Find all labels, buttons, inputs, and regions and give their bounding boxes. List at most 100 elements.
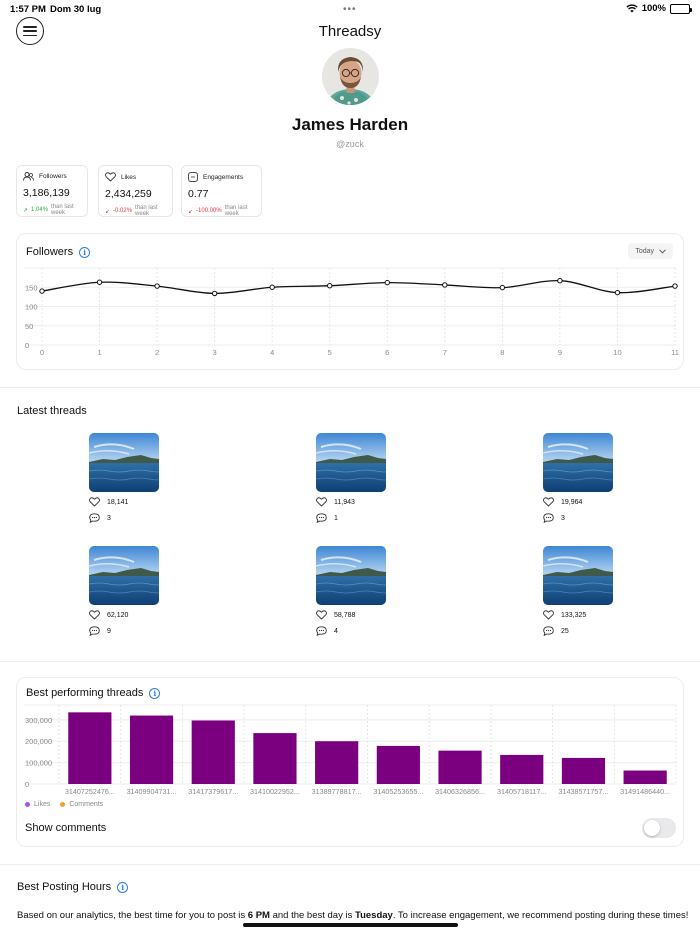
thread-likes: 18,141 <box>89 496 179 508</box>
heart-icon[interactable] <box>89 497 100 507</box>
panel-title-text: Followers <box>26 246 74 258</box>
comment-icon[interactable] <box>543 626 554 636</box>
arrow-down-left-icon: ↙ <box>188 208 194 215</box>
comment-icon[interactable] <box>316 513 327 523</box>
info-icon[interactable]: i <box>149 687 161 699</box>
followers-panel: Followers i Today <box>16 233 684 370</box>
battery-percent: 100% <box>641 3 666 14</box>
legend-likes[interactable]: Likes <box>25 801 50 808</box>
thread-comments: 25 <box>543 625 633 637</box>
x-tick-label: 10 <box>613 348 621 357</box>
text-segment: Based on our analytics, the best time fo… <box>17 910 248 921</box>
followers-data-point <box>442 282 448 288</box>
chat-bubble-icon <box>188 172 198 182</box>
thread-likes-count: 18,141 <box>107 498 129 506</box>
thread-comments-count: 4 <box>334 627 338 635</box>
thread-thumbnail[interactable] <box>543 546 613 605</box>
legend-comments[interactable]: Comments <box>60 801 103 808</box>
y-tick-label: 300,000 <box>25 716 52 725</box>
heart-icon[interactable] <box>316 610 327 620</box>
legend-label: Likes <box>34 801 51 808</box>
stat-value: 3,186,139 <box>23 187 70 199</box>
stat-card-likes: Likes 2,434,259 ↙ -0.02% than last week <box>98 165 173 217</box>
followers-data-point <box>211 290 218 297</box>
bar-likes <box>623 770 667 784</box>
x-tick-label: 3 <box>213 348 217 357</box>
x-tick-label: 7 <box>443 348 447 357</box>
show-comments-toggle[interactable] <box>642 818 676 838</box>
thread-card[interactable]: 133,325 25 <box>543 546 633 637</box>
bar-likes <box>191 720 235 784</box>
arrow-up-right-icon: ↗ <box>23 207 29 214</box>
followers-line-chart: 0 50 100 150 0 1 2 3 4 5 6 7 8 9 10 11 <box>24 267 679 357</box>
bar-likes <box>500 754 544 784</box>
x-tick-label: 31405253655... <box>373 787 423 796</box>
bar-likes <box>438 750 482 784</box>
home-indicator[interactable] <box>243 923 458 927</box>
x-tick-label: 31405718117... <box>497 787 546 796</box>
panel-title-text: Best performing threads <box>26 687 144 699</box>
thread-comments-count: 25 <box>561 627 569 635</box>
followers-data-point <box>384 279 390 286</box>
heart-icon[interactable] <box>543 497 554 507</box>
heart-icon[interactable] <box>316 497 327 507</box>
info-icon[interactable]: i <box>117 881 129 893</box>
x-tick-label: 31409904731... <box>127 787 177 796</box>
heart-icon <box>105 172 116 182</box>
text-segment: . To increase engagement, we recommend p… <box>392 910 689 921</box>
y-tick-label: 200,000 <box>25 737 52 746</box>
thread-likes-count: 11,943 <box>334 498 355 506</box>
x-tick-label: 31406326856... <box>435 787 485 796</box>
thread-likes: 133,325 <box>543 609 633 621</box>
thread-likes: 62,120 <box>89 609 179 621</box>
thread-comments: 9 <box>89 625 179 637</box>
info-icon[interactable]: i <box>79 246 91 258</box>
x-tick-label: 2 <box>155 348 159 357</box>
text-segment: and the best day is <box>269 910 355 921</box>
thread-comments-count: 9 <box>107 627 111 635</box>
x-tick-label: 31417379617... <box>188 787 238 796</box>
thread-card[interactable]: 19,964 3 <box>543 433 633 524</box>
followers-panel-title: Followers i <box>26 246 91 258</box>
bar-likes <box>68 712 112 784</box>
heart-icon[interactable] <box>89 610 100 620</box>
y-tick-label: 100 <box>25 303 38 312</box>
comment-icon[interactable] <box>316 626 327 636</box>
stat-value: 2,434,259 <box>105 188 152 200</box>
x-tick-label: 6 <box>385 348 389 357</box>
thread-likes-count: 19,964 <box>561 498 583 506</box>
app-title: Threadsy <box>318 23 382 40</box>
thread-thumbnail[interactable] <box>316 546 386 605</box>
thread-card[interactable]: 11,943 1 <box>316 433 406 524</box>
thread-card[interactable]: 18,141 3 <box>89 433 179 524</box>
comment-icon[interactable] <box>89 626 100 636</box>
comment-icon[interactable] <box>543 513 554 523</box>
thread-comments: 1 <box>316 512 406 524</box>
range-dropdown-value: Today <box>635 247 654 255</box>
heart-icon[interactable] <box>543 610 554 620</box>
x-tick-label: 8 <box>500 348 504 357</box>
followers-data-point <box>614 289 621 296</box>
multitask-dots-icon[interactable]: ••• <box>343 4 357 15</box>
stat-change-suffix: than last week <box>51 204 74 216</box>
legend-label: Comments <box>69 801 104 808</box>
thread-thumbnail[interactable] <box>89 546 159 605</box>
thread-card[interactable]: 58,788 4 <box>316 546 406 637</box>
best-threads-panel-title: Best performing threads i <box>26 687 161 699</box>
status-bar: 1:57 PM Dom 30 lug ••• 100% <box>0 0 700 18</box>
thread-thumbnail[interactable] <box>89 433 159 492</box>
thread-thumbnail[interactable] <box>543 433 613 492</box>
thread-comments: 3 <box>543 512 633 524</box>
menu-button[interactable] <box>16 17 44 45</box>
latest-threads-title: Latest threads <box>17 405 87 417</box>
legend-dot-comments <box>60 801 66 807</box>
y-tick-label: 100,000 <box>25 759 52 768</box>
thread-thumbnail[interactable] <box>316 433 386 492</box>
range-dropdown[interactable]: Today <box>628 243 673 259</box>
comment-icon[interactable] <box>89 513 100 523</box>
x-tick-label: 11 <box>671 348 679 357</box>
thread-comments-count: 3 <box>107 514 111 522</box>
thread-card[interactable]: 62,120 9 <box>89 546 179 637</box>
status-date: Dom 30 lug <box>50 4 102 15</box>
users-icon <box>23 172 34 181</box>
